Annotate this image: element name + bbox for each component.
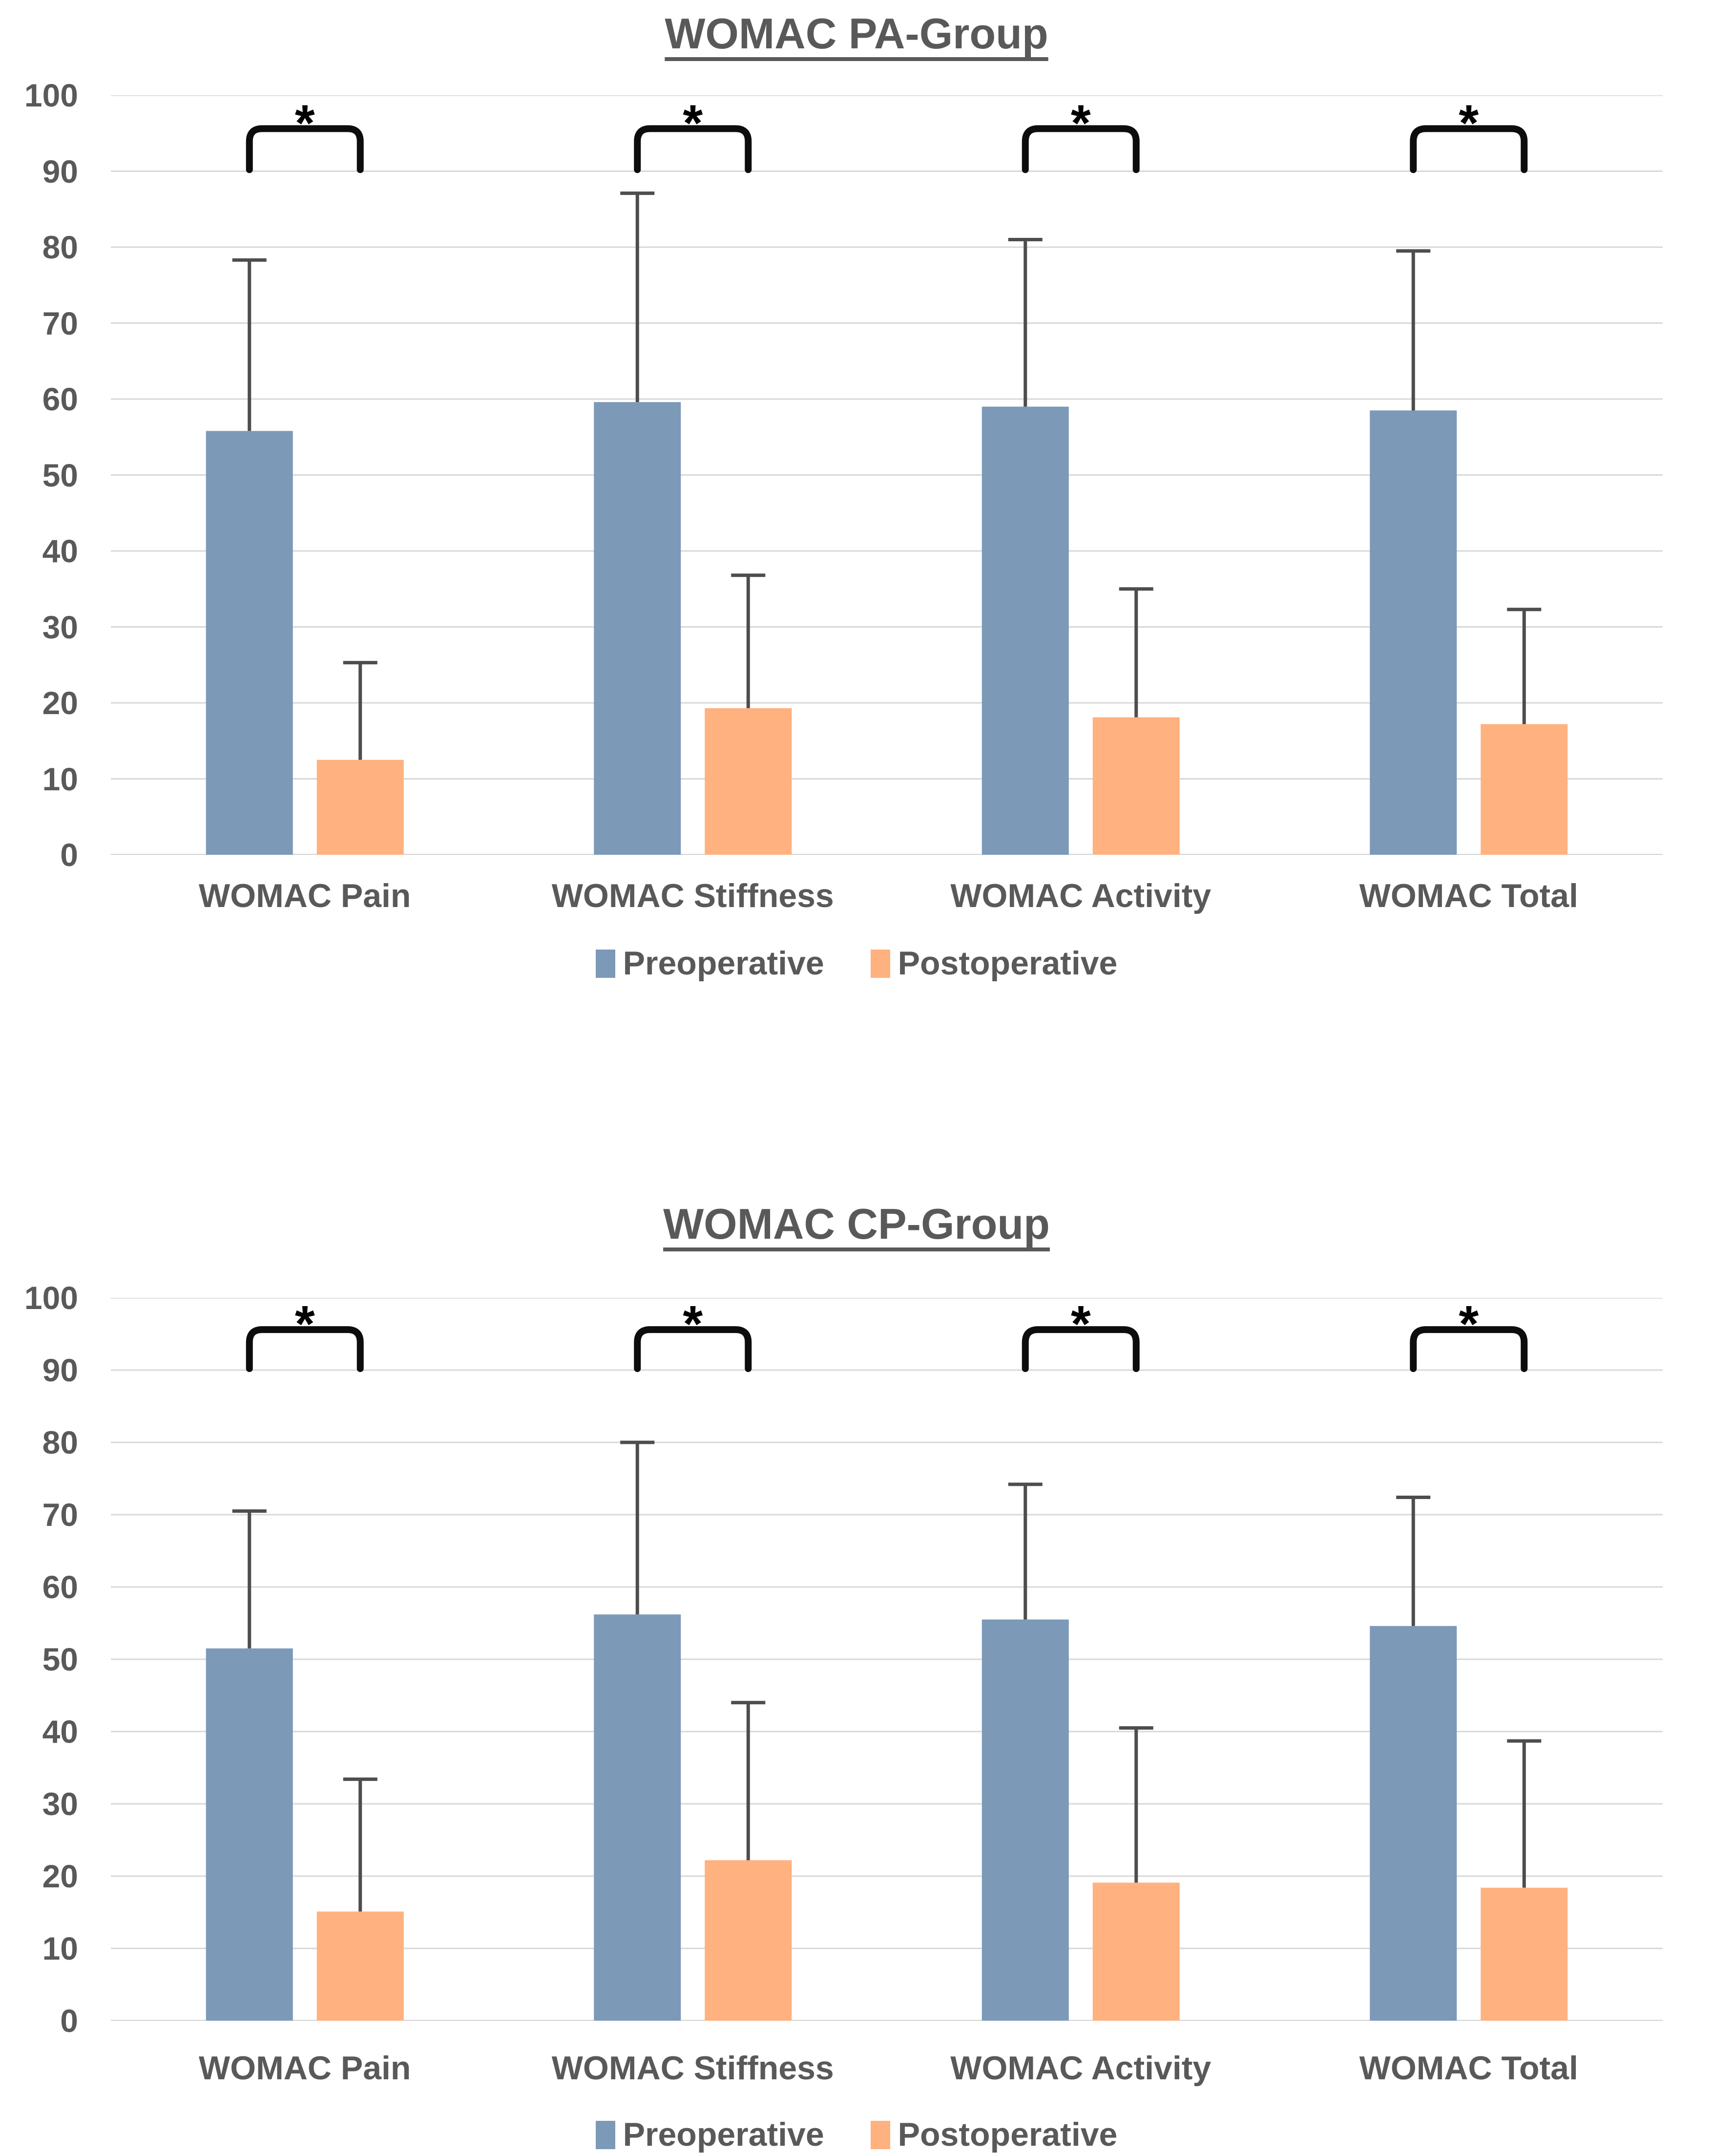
significance-bracket-womac-pain [246, 125, 364, 173]
y-tick-label-90: 90 [42, 153, 78, 190]
significance-bracket-womac-stiffness [634, 125, 752, 173]
preoperative-bar-womac-total [1370, 410, 1457, 855]
postoperative-bar-womac-total [1481, 724, 1568, 855]
y-tick-label-50: 50 [42, 1641, 78, 1677]
y-tick-label-70: 70 [42, 305, 78, 341]
category-label-womac-total: WOMAC Total [1359, 2050, 1578, 2087]
postoperative-bar-womac-activity [1092, 717, 1180, 855]
legend-label-preoperative: Preoperative [623, 945, 824, 982]
legend: Preoperative Postoperative [0, 2114, 1713, 2156]
category-label-womac-pain: WOMAC Pain [199, 877, 411, 914]
y-tick-label-80: 80 [42, 229, 78, 265]
significance-bracket-womac-stiffness [634, 1326, 752, 1373]
y-tick-label-50: 50 [42, 457, 78, 493]
legend-swatch-postoperative [870, 949, 890, 978]
postoperative-bar-womac-pain [316, 1911, 404, 2021]
category-label-womac-pain: WOMAC Pain [199, 2050, 411, 2087]
postoperative-bar-womac-pain [316, 760, 404, 855]
category-label-womac-total: WOMAC Total [1359, 877, 1578, 914]
y-tick-label-20: 20 [42, 1858, 78, 1894]
legend: Preoperative Postoperative [0, 943, 1713, 984]
significance-asterisk-womac-activity: * [1071, 1298, 1091, 1353]
significance-asterisk-womac-stiffness: * [683, 95, 703, 151]
y-tick-label-0: 0 [60, 2003, 78, 2039]
preoperative-bar-womac-activity [982, 406, 1069, 855]
y-tick-label-0: 0 [60, 837, 78, 873]
legend-label-postoperative: Postoperative [898, 945, 1118, 982]
postoperative-bar-womac-activity [1092, 1882, 1180, 2021]
category-label-womac-activity: WOMAC Activity [950, 877, 1212, 914]
y-tick-label-40: 40 [42, 1713, 78, 1750]
y-tick-label-10: 10 [42, 761, 78, 797]
legend-item-postoperative: Postoperative [870, 2114, 1118, 2156]
y-tick-label-20: 20 [42, 685, 78, 721]
y-tick-label-60: 60 [42, 381, 78, 417]
y-tick-label-10: 10 [42, 1930, 78, 1966]
legend-item-postoperative: Postoperative [870, 943, 1118, 984]
preoperative-bar-womac-total [1370, 1626, 1457, 2021]
plot-svg: * * * * [111, 94, 1663, 856]
significance-asterisk-womac-pain: * [295, 1298, 315, 1353]
y-tick-label-70: 70 [42, 1497, 78, 1533]
plot-svg: * * * * [111, 1295, 1663, 2022]
preoperative-bar-womac-pain [206, 431, 293, 855]
legend-item-preoperative: Preoperative [595, 943, 824, 984]
plot-area: * * * * [111, 94, 1663, 856]
y-tick-label-30: 30 [42, 1786, 78, 1822]
postoperative-bar-womac-stiffness [705, 1860, 792, 2021]
significance-bracket-womac-activity [1022, 1326, 1140, 1373]
preoperative-bar-womac-pain [206, 1648, 293, 2021]
y-tick-label-40: 40 [42, 533, 78, 569]
y-tick-label-90: 90 [42, 1352, 78, 1388]
legend-swatch-preoperative [595, 949, 615, 978]
y-tick-label-30: 30 [42, 609, 78, 645]
category-label-womac-stiffness: WOMAC Stiffness [551, 877, 834, 914]
category-label-womac-activity: WOMAC Activity [950, 2050, 1212, 2087]
preoperative-bar-womac-stiffness [594, 1614, 681, 2021]
significance-bracket-womac-activity [1022, 125, 1140, 173]
significance-bracket-womac-total [1410, 1326, 1528, 1373]
legend-label-postoperative: Postoperative [898, 2116, 1118, 2153]
y-tick-label-100: 100 [24, 77, 78, 113]
significance-bracket-womac-pain [246, 1326, 364, 1373]
preoperative-bar-womac-stiffness [594, 402, 681, 855]
y-tick-label-60: 60 [42, 1569, 78, 1605]
significance-asterisk-womac-activity: * [1071, 95, 1091, 151]
chart-title: WOMAC CP-Group [663, 1200, 1050, 1248]
legend-item-preoperative: Preoperative [595, 2114, 824, 2156]
y-tick-label-80: 80 [42, 1424, 78, 1460]
legend-swatch-postoperative [870, 2120, 890, 2149]
significance-bracket-womac-total [1410, 125, 1528, 173]
postoperative-bar-womac-total [1481, 1887, 1568, 2021]
significance-asterisk-womac-stiffness: * [683, 1298, 703, 1353]
legend-swatch-preoperative [595, 2120, 615, 2149]
significance-asterisk-womac-pain: * [295, 95, 315, 151]
chart-title: WOMAC PA-Group [665, 9, 1048, 58]
y-tick-label-100: 100 [24, 1280, 78, 1316]
postoperative-bar-womac-stiffness [705, 708, 792, 855]
significance-asterisk-womac-total: * [1459, 95, 1479, 151]
plot-area: * * * * [111, 1295, 1663, 2022]
legend-label-preoperative: Preoperative [623, 2116, 824, 2153]
preoperative-bar-womac-activity [982, 1619, 1069, 2021]
category-label-womac-stiffness: WOMAC Stiffness [551, 2050, 834, 2087]
significance-asterisk-womac-total: * [1459, 1298, 1479, 1353]
